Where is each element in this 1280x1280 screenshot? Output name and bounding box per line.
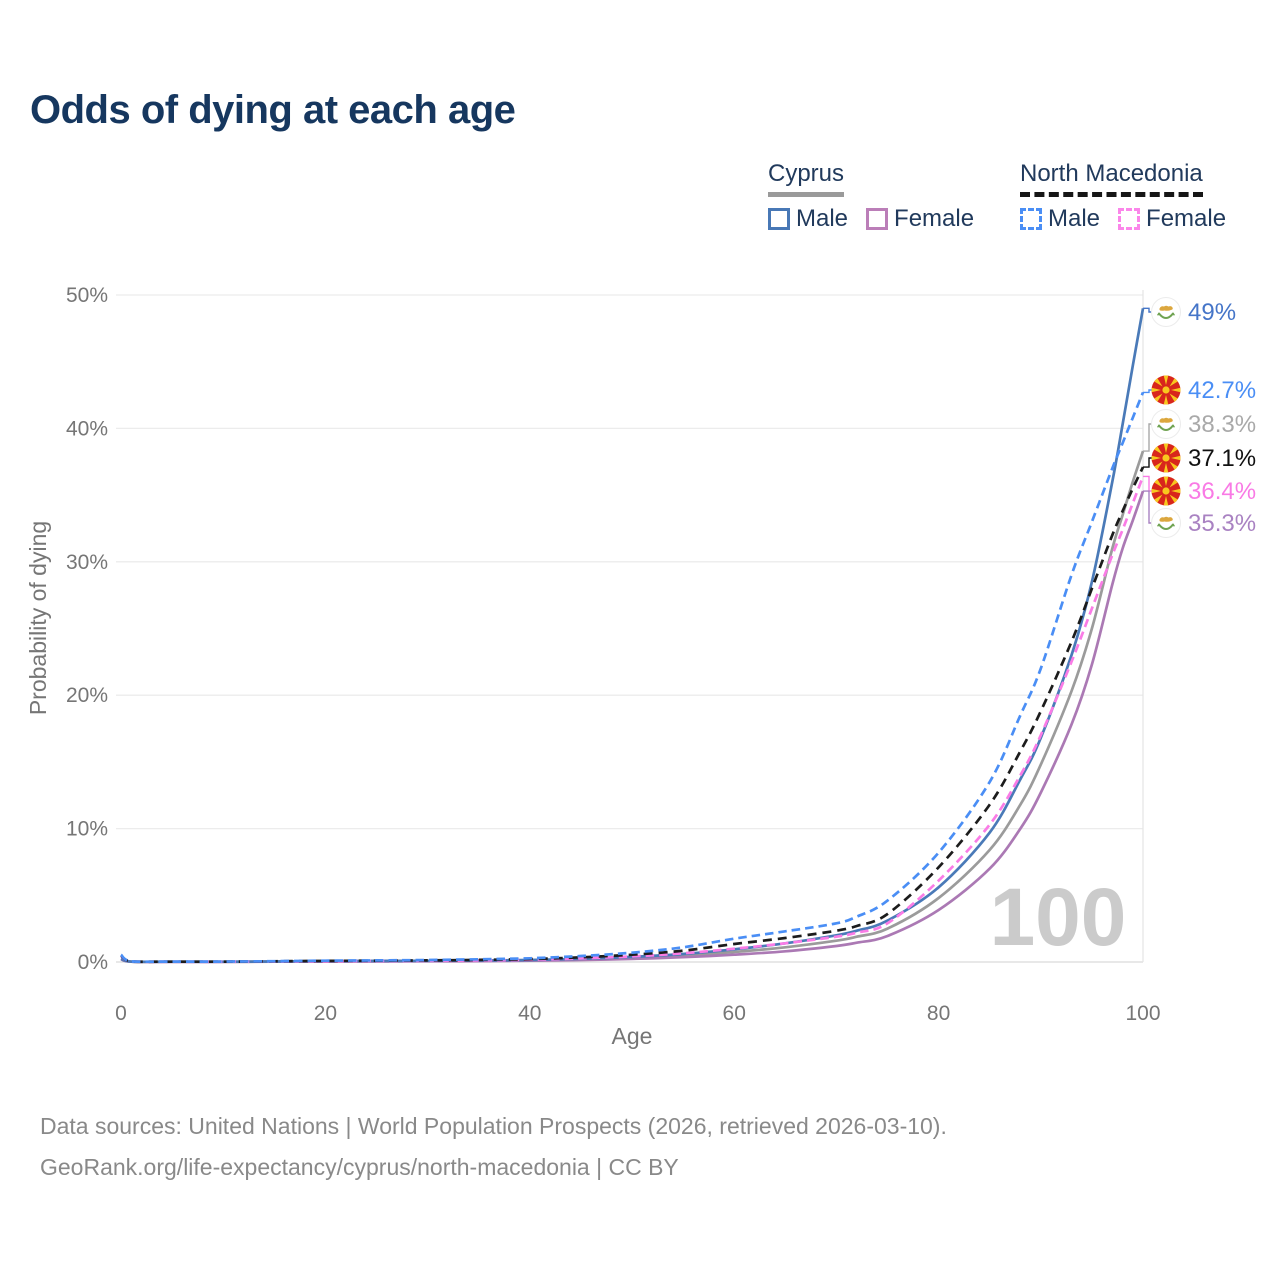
north-macedonia-flag-icon bbox=[1151, 375, 1181, 405]
cyprus-male-line-swatch-icon bbox=[768, 208, 790, 230]
north-macedonia-flag-icon bbox=[1151, 476, 1181, 506]
callout-north-macedonia-male: 42.7% bbox=[1188, 377, 1256, 404]
legend-group-north-macedonia: North Macedonia Male Female bbox=[1020, 160, 1226, 233]
x-tick-label: 20 bbox=[314, 1002, 337, 1025]
y-axis-title: Probability of dying bbox=[25, 521, 51, 715]
y-tick-label: 10% bbox=[66, 818, 108, 841]
legend-header-north-macedonia: North Macedonia bbox=[1020, 160, 1203, 197]
x-axis-title: Age bbox=[612, 1023, 653, 1049]
leader-line bbox=[1143, 457, 1153, 468]
north-macedonia-male-line-swatch-icon bbox=[1020, 208, 1042, 230]
y-tick-label: 0% bbox=[78, 951, 108, 974]
series-line-north-macedonia-male bbox=[120, 391, 1145, 964]
x-tick-label: 80 bbox=[927, 1002, 950, 1025]
callout-north-macedonia-both: 37.1% bbox=[1188, 445, 1256, 472]
leader-line bbox=[1143, 389, 1153, 394]
x-tick-label: 60 bbox=[723, 1002, 746, 1025]
callout-cyprus-female: 35.3% bbox=[1188, 510, 1256, 537]
y-tick-label: 30% bbox=[66, 551, 108, 574]
leader-line bbox=[1143, 423, 1153, 452]
y-tick-label: 50% bbox=[66, 284, 108, 307]
y-axis-ticks: 0% 10% 20% 30% 40% 50% bbox=[66, 284, 108, 974]
legend-item-cyprus-female[interactable]: Female bbox=[866, 205, 974, 233]
series-line-cyprus-male bbox=[120, 308, 1145, 964]
legend-label-cyprus-female: Female bbox=[894, 205, 975, 232]
legend-label-north-macedonia-male: Male bbox=[1048, 205, 1101, 232]
footer-line-2[interactable]: GeoRank.org/life-expectancy/cyprus/north… bbox=[40, 1154, 679, 1180]
x-axis-ticks: 0 20 40 60 80 100 bbox=[115, 1002, 1160, 1025]
series-line-north-macedonia-both-sexes bbox=[120, 466, 1145, 964]
series-lines bbox=[120, 308, 1145, 964]
leader-line bbox=[1143, 490, 1153, 524]
callout-leader-lines bbox=[1143, 307, 1153, 524]
data-source-footer: Data sources: United Nations | World Pop… bbox=[40, 1106, 947, 1188]
page-title: Odds of dying at each age bbox=[30, 88, 516, 132]
x-tick-label: 40 bbox=[518, 1002, 541, 1025]
y-tick-label: 20% bbox=[66, 684, 108, 707]
cyprus-flag-icon bbox=[1150, 408, 1182, 440]
age-counter-watermark: 100 bbox=[990, 872, 1127, 963]
cyprus-flag-icon bbox=[1150, 296, 1182, 328]
north-macedonia-female-line-swatch-icon bbox=[1118, 208, 1141, 230]
x-tick-label: 100 bbox=[1125, 1002, 1160, 1025]
north-macedonia-flag-icon bbox=[1151, 443, 1181, 473]
end-value-callouts: 49% 42.7% 38.3% 37.1% 36.4% 35.3% bbox=[1150, 296, 1256, 539]
legend-item-north-macedonia-male[interactable]: Male bbox=[1020, 205, 1100, 233]
legend-label-north-macedonia-female: Female bbox=[1146, 205, 1227, 232]
gridlines bbox=[116, 290, 1144, 963]
legend-label-cyprus-male: Male bbox=[796, 205, 849, 232]
y-tick-label: 40% bbox=[66, 417, 108, 440]
cyprus-female-line-swatch-icon bbox=[866, 208, 889, 230]
cyprus-flag-icon bbox=[1150, 507, 1182, 539]
legend-item-cyprus-male[interactable]: Male bbox=[768, 205, 848, 233]
callout-cyprus-both: 38.3% bbox=[1188, 411, 1256, 438]
callout-cyprus-male: 49% bbox=[1188, 299, 1236, 326]
legend-item-north-macedonia-female[interactable]: Female bbox=[1118, 205, 1226, 233]
legend-group-cyprus: Cyprus Male Female bbox=[768, 160, 974, 233]
footer-line-1: Data sources: United Nations | World Pop… bbox=[40, 1113, 947, 1139]
x-tick-label: 0 bbox=[115, 1002, 127, 1025]
legend-header-cyprus: Cyprus bbox=[768, 160, 845, 197]
leader-line bbox=[1143, 475, 1153, 492]
callout-north-macedonia-female: 36.4% bbox=[1188, 478, 1256, 505]
